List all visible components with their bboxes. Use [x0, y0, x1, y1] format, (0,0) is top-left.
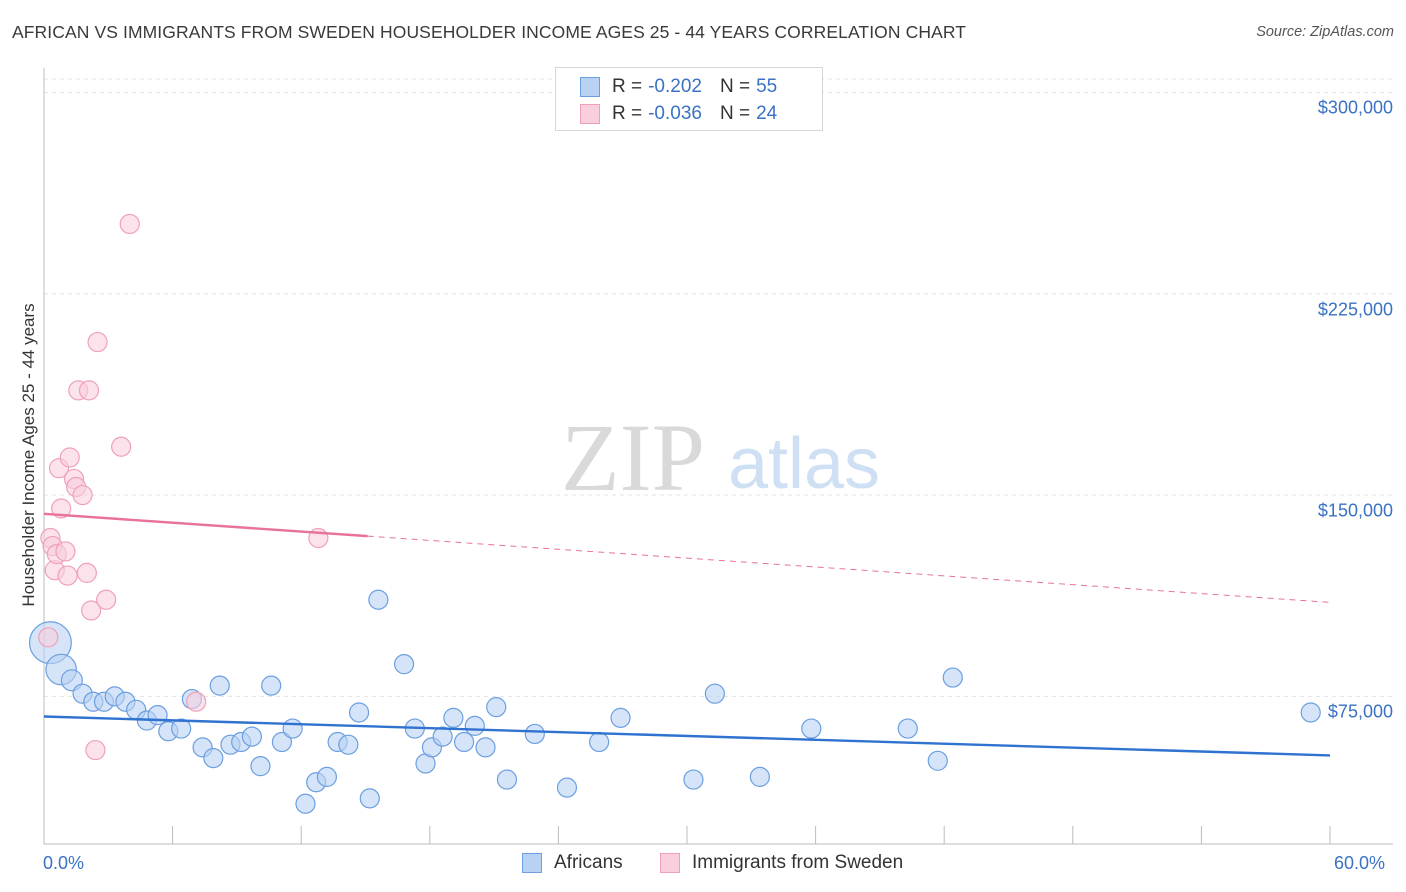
legend-item-africans[interactable]: Africans: [522, 852, 623, 874]
y-tick-label-2: $225,000: [1317, 299, 1393, 320]
africans-point-12: [171, 718, 192, 739]
n-label: N =: [719, 76, 751, 97]
n-value-sweden: 24: [756, 103, 778, 124]
africans-point-31: [368, 589, 389, 610]
legend-label-sweden: Immigrants from Sweden: [692, 852, 904, 873]
data-points: [28, 213, 1321, 814]
africans-point-40: [475, 737, 496, 758]
africans-point-36: [432, 726, 453, 747]
stats-legend: R = -0.202 N = 55 R = -0.036 N = 24: [555, 67, 823, 131]
africans-point-28: [338, 734, 359, 755]
sweden-point-7: [55, 541, 76, 562]
africans-point-16: [209, 675, 230, 696]
trend-lines: [43, 512, 1331, 757]
africans-point-22: [271, 731, 293, 753]
africans-point-30: [359, 788, 380, 809]
africans-point-15: [203, 748, 224, 769]
africans-point-41: [486, 697, 507, 718]
africans-point-39: [464, 715, 485, 736]
r-label: R =: [612, 76, 643, 97]
africans-point-48: [704, 683, 725, 704]
sweden-point-22: [186, 691, 207, 712]
y-tick-label-1: $150,000: [1317, 500, 1393, 521]
n-label: N =: [719, 103, 751, 124]
africans-point-50: [801, 718, 822, 739]
sweden-point-14: [76, 562, 97, 583]
africans-point-19: [241, 726, 263, 747]
axes: [43, 68, 1393, 845]
legend-swatch-africans: [522, 853, 542, 873]
sweden-point-17: [85, 739, 106, 761]
legend-row-africans: R = -0.202 N = 55: [580, 75, 777, 99]
africans-point-43: [524, 723, 545, 745]
sweden-point-18: [87, 331, 108, 353]
legend-swatch-sweden: [580, 104, 600, 124]
r-label: R =: [612, 103, 643, 124]
sweden-point-6: [51, 498, 72, 519]
watermark-atlas: atlas: [728, 424, 880, 504]
legend-swatch-sweden: [660, 853, 680, 873]
africans-point-23: [282, 718, 303, 739]
africans-point-49: [749, 766, 770, 787]
sweden-point-13: [72, 484, 93, 506]
sweden-trend-extension: [367, 535, 1331, 603]
sweden-point-21: [119, 213, 140, 235]
r-value-sweden: -0.036: [648, 103, 702, 124]
sweden-point-9: [59, 447, 80, 468]
africans-point-42: [496, 769, 518, 790]
sweden-point-16: [81, 600, 102, 621]
sweden-point-8: [57, 565, 78, 586]
watermark: ZIP atlas: [561, 404, 880, 511]
africans-point-47: [683, 769, 704, 790]
africans-point-52: [927, 750, 948, 771]
africans-point-37: [443, 707, 464, 728]
r-value-africans: -0.202: [648, 76, 702, 97]
africans-point-20: [250, 756, 271, 777]
x-tick-max: 60.0%: [1334, 853, 1386, 873]
africans-point-21: [261, 675, 282, 696]
source-label: Source: ZipAtlas.com: [1256, 24, 1394, 40]
legend-label-africans: Africans: [554, 852, 623, 873]
chart-title: AFRICAN VS IMMIGRANTS FROM SWEDEN HOUSEH…: [12, 22, 967, 42]
africans-point-32: [393, 654, 415, 675]
legend-row-sweden: R = -0.036 N = 24: [580, 102, 777, 126]
africans-trend-line: [43, 715, 1331, 757]
watermark-zip: ZIP: [561, 404, 705, 511]
sweden-point-15: [78, 380, 100, 401]
legend-swatch-africans: [580, 77, 600, 97]
africans-point-53: [942, 667, 963, 688]
africans-point-26: [316, 766, 338, 787]
gridlines: [44, 78, 1393, 697]
y-tick-label-0: $75,000: [1327, 701, 1393, 722]
y-tick-label-3: $300,000: [1317, 97, 1393, 118]
africans-point-46: [610, 707, 631, 728]
africans-point-51: [897, 718, 918, 739]
legend-item-sweden[interactable]: Immigrants from Sweden: [660, 852, 903, 874]
sweden-point-19: [96, 589, 117, 610]
africans-point-44: [556, 777, 578, 798]
africans-point-29: [348, 702, 370, 723]
africans-point-10: [147, 705, 168, 726]
n-value-africans: 55: [756, 76, 778, 97]
africans-point-45: [589, 731, 610, 753]
sweden-point-0: [38, 627, 59, 648]
africans-point-24: [295, 793, 316, 814]
africans-point-38: [453, 731, 475, 753]
africans-point-54: [1300, 702, 1321, 723]
sweden-trend-line: [43, 512, 368, 538]
x-tick-min: 0.0%: [43, 853, 85, 873]
sweden-point-20: [111, 436, 132, 457]
